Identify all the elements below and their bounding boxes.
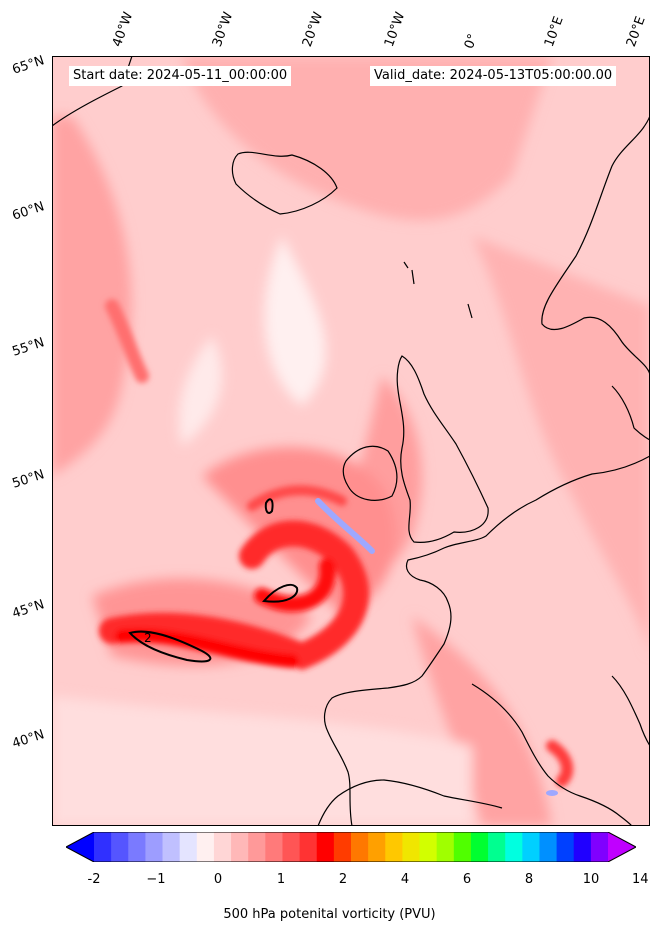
pv2-contour-center <box>262 583 299 603</box>
colorbar-tick-6: 6 <box>462 872 472 887</box>
lon-label-0: 0° <box>461 31 482 51</box>
start-date-label: Start date: 2024-05-11_00:00:00 <box>69 66 292 86</box>
colorbar-segment <box>128 832 146 862</box>
colorbar-segment <box>368 832 386 862</box>
colorbar-segment <box>333 832 352 862</box>
colorbar-tick-8: 10 <box>582 872 600 887</box>
valid-date-label: Valid_date: 2024-05-13T05:00:00.00 <box>370 66 617 86</box>
lon-label-20e: 20°E <box>623 14 649 50</box>
colorbar-tick-1: −1 <box>146 872 166 887</box>
pv2-contour-north <box>264 498 274 514</box>
lon-label-20w: 20°W <box>299 10 327 49</box>
colorbar-segment <box>282 832 301 862</box>
colorbar-tick-2: 0 <box>213 872 223 887</box>
colorbar-segment <box>94 832 112 862</box>
lon-label-40w: 40°W <box>109 10 137 49</box>
lat-label-40n: 40°N <box>10 727 47 752</box>
colorbar-segment <box>231 832 249 862</box>
colorbar-segment <box>522 832 540 862</box>
lat-label-45n: 45°N <box>10 597 47 622</box>
lat-label-65n: 65°N <box>10 53 47 78</box>
colorbar-segment <box>162 832 181 862</box>
colorbar-segment <box>145 832 164 862</box>
lon-label-10w: 10°W <box>381 10 409 49</box>
colorbar-tick-0: -2 <box>87 872 101 887</box>
colorbar-segment <box>470 832 489 862</box>
lon-label-10e: 10°E <box>541 14 567 50</box>
colorbar-extend-min <box>66 832 94 862</box>
colorbar-segment <box>248 832 266 862</box>
coastlines <box>52 56 650 826</box>
colorbar-title: 500 hPa potenital vorticity (PVU) <box>223 907 436 922</box>
colorbar-segment <box>590 832 609 862</box>
colorbar-segment <box>265 832 283 862</box>
colorbar-tick-9: 14 <box>632 872 649 887</box>
colorbar-segment <box>556 832 575 862</box>
colorbar-tick-4: 2 <box>338 872 348 887</box>
colorbar-segment <box>213 832 232 862</box>
colorbar-segment <box>453 832 472 862</box>
negative-pv-streak <box>315 498 375 554</box>
colorbar-tick-5: 4 <box>400 872 410 887</box>
colorbar-segment <box>539 832 558 862</box>
colorbar-extend-max <box>608 832 636 862</box>
colorbar-segment <box>488 832 506 862</box>
pv2-contour-west <box>128 630 212 663</box>
pv-map: 2 <box>52 56 650 826</box>
colorbar-segment <box>351 832 369 862</box>
colorbar-segment <box>299 832 318 862</box>
colorbar-tick-3: 1 <box>276 872 286 887</box>
negative-pv-blob <box>546 790 558 796</box>
lat-label-50n: 50°N <box>10 467 47 492</box>
colorbar-segment <box>402 832 421 862</box>
colorbar-segment <box>111 832 129 862</box>
map-frame <box>52 56 650 826</box>
colorbar-tick-7: 8 <box>524 872 534 887</box>
colorbar-segment <box>419 832 438 862</box>
colorbar-segment <box>505 832 523 862</box>
colorbar-segment <box>573 832 592 862</box>
lat-label-55n: 55°N <box>10 335 47 360</box>
colorbar-segment <box>385 832 403 862</box>
colorbar-segment <box>316 832 335 862</box>
colorbar-segment <box>436 832 455 862</box>
pv2-contour-label: 2 <box>144 631 152 645</box>
lat-label-60n: 60°N <box>10 199 47 224</box>
colorbar-segment <box>179 832 198 862</box>
colorbar <box>66 832 636 862</box>
colorbar-segment <box>196 832 215 862</box>
pv-field-shading <box>52 56 650 826</box>
lon-label-30w: 30°W <box>209 10 237 49</box>
